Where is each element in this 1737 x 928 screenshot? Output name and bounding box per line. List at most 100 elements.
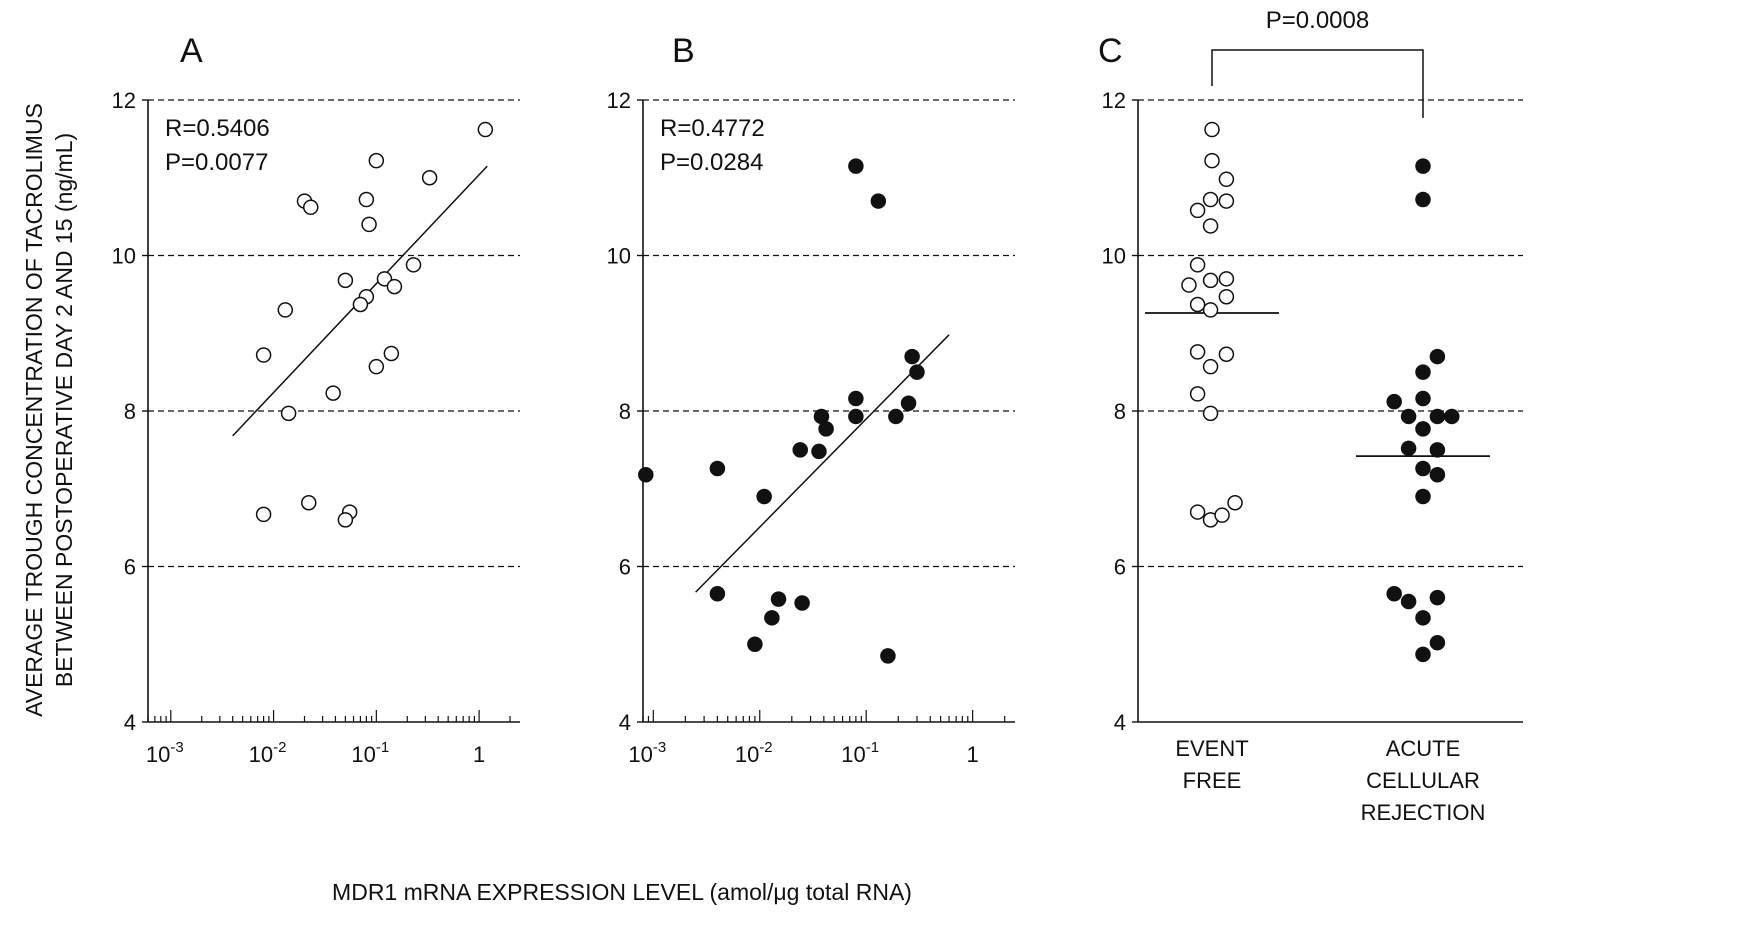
data-point [1218,171,1235,188]
y-tick-label: 12 [112,88,136,113]
data-point [1415,610,1431,626]
category-label: REJECTION [1361,800,1486,825]
y-tick-label: 8 [619,399,631,424]
x-tick-label: 10-2 [735,739,773,767]
data-point [1202,272,1219,289]
data-point [1202,405,1219,422]
x-tick-label-exponent: -2 [273,739,286,756]
data-point [361,216,377,233]
data-point [756,488,772,505]
data-point [1218,193,1235,209]
x-tick-label: 1 [473,742,485,767]
x-tick-label: 10-3 [628,739,666,767]
panel-c: C 4 6 8 10 12 EVENT FREE ACUTE CELLULAR REJECTION P… [1098,7,1523,825]
data-point [1189,202,1206,219]
data-point [1400,408,1417,425]
data-point [1415,191,1431,208]
y-tick-label: 6 [1114,555,1126,580]
x-tick-label-base: 10 [351,742,375,767]
x-tick-label-base: 10 [841,742,865,767]
trendline [695,334,950,593]
data-point [1204,152,1220,169]
significance-bracket [1211,49,1424,118]
data-point [1400,440,1417,457]
data-point [764,610,780,626]
data-point [770,591,787,607]
data-point [1386,585,1402,602]
data-point [1429,442,1446,458]
data-point [1386,393,1402,410]
data-point [386,278,403,295]
data-point [1415,364,1431,380]
data-point [1181,277,1197,293]
data-point [1189,344,1206,360]
data-point [1415,421,1431,437]
data-point [405,257,422,273]
category-label: ACUTE [1386,736,1461,761]
x-tick-label-base: 10 [628,742,652,767]
data-point [904,348,920,365]
data-point [325,385,341,401]
data-point [709,585,726,602]
data-point [337,272,354,289]
x-tick-label-exponent: -2 [759,739,772,756]
x-tick-label: 10-1 [351,739,389,767]
data-point [1227,494,1243,511]
category-label: FREE [1183,768,1242,793]
data-point [1218,288,1235,305]
data-point [352,296,369,313]
data-point [1415,158,1431,174]
category-label: CELLULAR [1366,768,1480,793]
data-point [747,636,763,652]
x-tick-label-base: 10 [249,742,273,767]
data-point [1202,191,1219,208]
category-label: EVENT [1175,736,1248,761]
data-point [1415,488,1431,505]
data-point [909,364,925,380]
data-point [421,170,438,186]
data-point [337,512,354,528]
y-tick-label: 6 [124,555,136,580]
x-tick-label: 10-1 [841,739,879,767]
data-point [638,467,654,483]
bracket-label: P=0.0008 [1266,7,1369,34]
data-point [358,191,375,208]
data-point [1189,386,1206,402]
data-point [811,443,827,460]
data-point [1415,390,1431,407]
stat-p: P=0.0284 [660,149,763,176]
panel-letter: C [1098,32,1123,70]
data-point [1214,507,1230,523]
data-point [848,408,864,425]
x-tick-label-exponent: -1 [376,739,389,756]
panel-letter: B [672,32,695,70]
data-point [1204,121,1220,138]
data-point [1429,348,1446,365]
x-tick-label-exponent: -1 [866,739,879,756]
data-point [1429,634,1446,651]
data-point [1189,257,1206,273]
data-point [1429,408,1446,425]
x-tick-label-base: 1 [473,742,485,767]
data-point [1400,593,1417,610]
data-point [794,595,810,611]
data-point [383,345,400,362]
data-point [1429,467,1446,483]
stat-r: R=0.4772 [660,115,765,142]
x-tick-label-base: 10 [146,742,170,767]
data-point [1218,271,1235,287]
data-point [1202,358,1219,375]
data-point [818,421,834,437]
data-point [302,199,319,216]
data-point [848,390,864,407]
x-tick-label-exponent: -3 [653,739,666,756]
y-tick-label: 4 [1114,710,1126,735]
data-point [1218,346,1235,362]
y-tick-label: 4 [619,710,631,735]
x-tick-label-base: 1 [967,742,979,767]
y-tick-label: 12 [607,88,631,113]
x-tick-label-base: 10 [735,742,759,767]
